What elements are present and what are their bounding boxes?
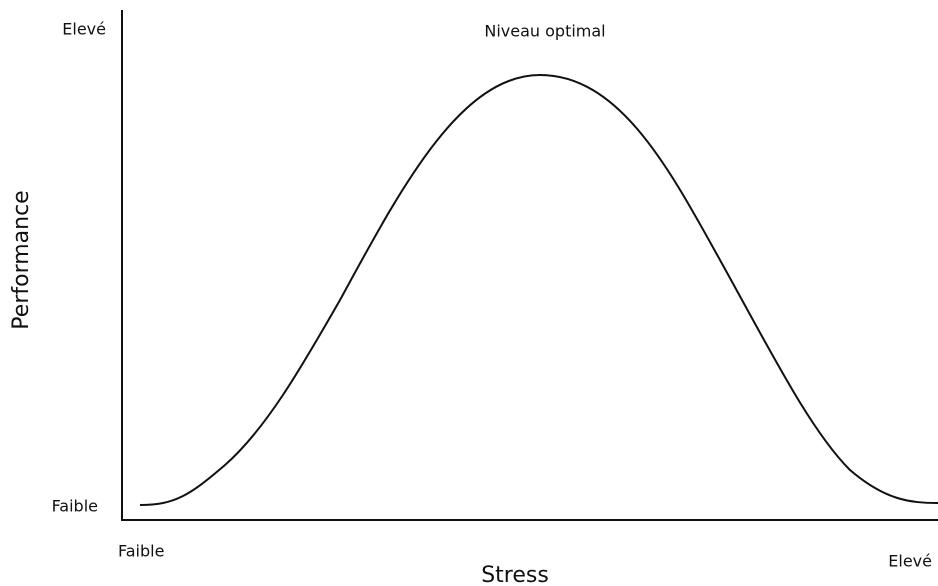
- annotation: Niveau optimal: [484, 22, 605, 41]
- x-low-label: Faible: [118, 542, 164, 561]
- x-axis-label: Stress: [481, 563, 549, 586]
- x-high-label: Elevé: [888, 552, 932, 571]
- performance-curve: [139, 73, 938, 506]
- y-axis-label: Performance: [9, 190, 34, 329]
- y-low-label: Faible: [52, 497, 98, 516]
- y-high-label: Elevé: [62, 20, 106, 39]
